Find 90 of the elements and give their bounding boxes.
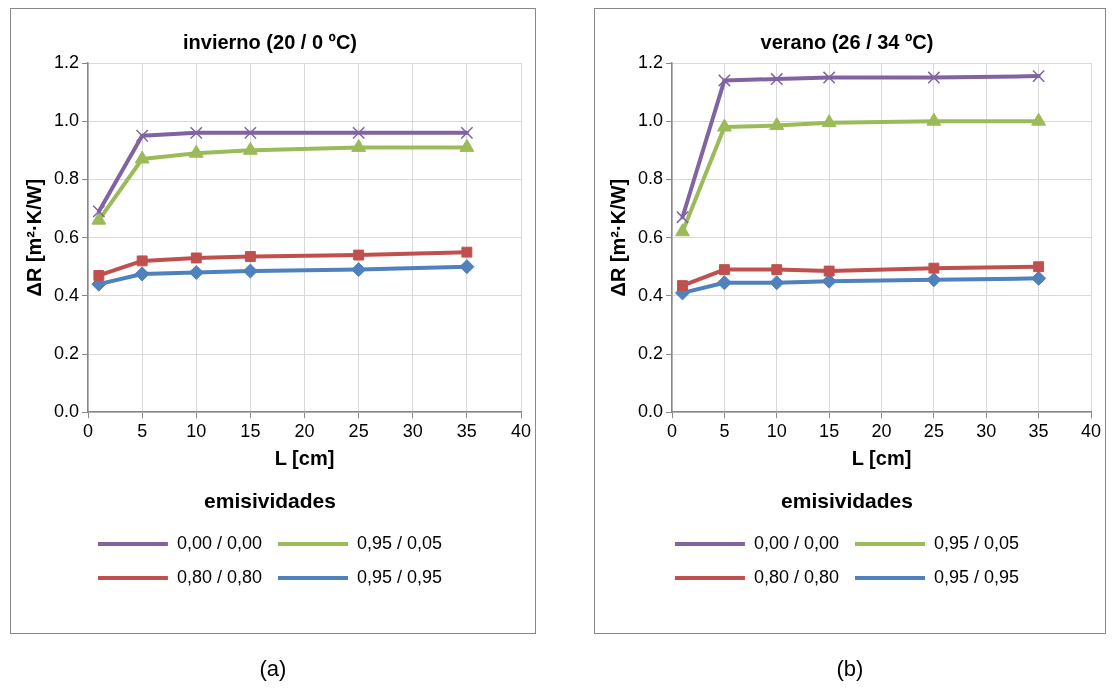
x-tick-label: 35 — [1028, 420, 1049, 441]
x-tick-label: 5 — [137, 420, 148, 441]
point — [92, 205, 106, 218]
y-tick-label: 0.6 — [53, 226, 80, 247]
legend-label: 0,80 / 0,80 — [176, 566, 263, 587]
point — [243, 126, 257, 140]
x-tick-label: 5 — [719, 420, 730, 441]
x-tick-label: 25 — [348, 420, 369, 441]
legend-label: 0,95 / 0,05 — [934, 532, 1020, 553]
y-tick-label: 0.4 — [53, 284, 80, 305]
point — [352, 126, 366, 140]
point — [822, 71, 836, 84]
y-axis-title: ΔR [m²·K/W] — [22, 178, 45, 297]
x-tick-label: 30 — [976, 420, 997, 441]
y-tick-label: 0.0 — [53, 401, 80, 422]
legend-label: 0,95 / 0,95 — [357, 566, 443, 587]
y-tick-label: 1.0 — [637, 110, 664, 131]
x-tick-label: 40 — [1080, 420, 1102, 441]
x-tick-label: 0 — [667, 420, 678, 441]
x-tick-label: 40 — [510, 420, 532, 441]
text: (a) — [258, 656, 288, 682]
x-tick-label: 10 — [186, 420, 207, 441]
y-tick-label: 0.6 — [637, 226, 664, 247]
point — [675, 223, 690, 237]
point — [718, 264, 730, 276]
point — [134, 150, 150, 164]
point — [1031, 112, 1047, 126]
x-axis-title: L [cm] — [274, 447, 335, 470]
y-tick-label: 1.2 — [53, 51, 80, 72]
point — [190, 252, 202, 264]
point — [134, 266, 150, 282]
point — [926, 272, 942, 288]
point — [821, 114, 837, 128]
x-tick-label: 30 — [402, 420, 423, 441]
point — [1031, 270, 1047, 286]
chart-title: invierno (20 / 0 ºC) — [182, 30, 358, 53]
legend-label: 0,80 / 0,80 — [753, 566, 840, 587]
text: (b) — [835, 656, 865, 682]
point — [353, 249, 365, 261]
point — [189, 126, 203, 140]
point — [351, 262, 367, 278]
point — [771, 264, 783, 276]
y-tick-label: 1.0 — [53, 110, 80, 131]
point — [93, 269, 105, 281]
y-tick-label: 0.2 — [637, 342, 664, 363]
x-tick-label: 15 — [819, 420, 840, 441]
point — [135, 129, 149, 143]
y-tick-label: 0.4 — [637, 284, 664, 305]
point — [1033, 261, 1045, 273]
point — [1032, 69, 1046, 83]
point — [461, 246, 473, 258]
x-tick-label: 20 — [871, 420, 892, 441]
y-tick-label: 1.2 — [637, 51, 664, 72]
x-tick-label: 10 — [766, 420, 787, 441]
y-tick-label: 0.8 — [53, 168, 80, 189]
x-tick-label: 35 — [456, 420, 477, 441]
legend-label: 0,00 / 0,00 — [176, 532, 263, 553]
point — [676, 210, 689, 224]
point — [188, 265, 204, 281]
point — [927, 71, 941, 84]
point — [769, 275, 785, 291]
y-tick-label: 0.2 — [53, 342, 80, 363]
legend-label: 0,00 / 0,00 — [753, 532, 840, 553]
x-tick-label: 25 — [923, 420, 944, 441]
point — [716, 275, 732, 291]
legend-title: emisividades — [781, 489, 913, 513]
point — [823, 265, 835, 277]
x-axis-title: L [cm] — [851, 447, 912, 470]
point — [717, 74, 731, 87]
point — [244, 251, 256, 262]
point — [716, 118, 732, 132]
x-tick-label: 20 — [294, 420, 315, 441]
point — [926, 112, 942, 126]
legend-label: 0,95 / 0,95 — [934, 566, 1020, 587]
legend-label: 0,95 / 0,05 — [357, 532, 443, 553]
x-tick-label: 0 — [83, 420, 94, 441]
point — [460, 126, 474, 140]
point — [242, 263, 258, 279]
point — [677, 280, 688, 292]
point — [459, 259, 475, 275]
y-axis-title: ΔR [m²·K/W] — [606, 178, 629, 297]
chart-title: verano (26 / 34 ºC) — [760, 30, 934, 53]
y-tick-label: 0.0 — [637, 401, 664, 422]
point — [928, 262, 940, 274]
point — [769, 117, 785, 131]
y-tick-label: 0.8 — [637, 168, 664, 189]
x-tick-label: 15 — [240, 420, 261, 441]
point — [136, 255, 148, 267]
point — [770, 72, 784, 86]
legend-title: emisividades — [204, 489, 336, 513]
